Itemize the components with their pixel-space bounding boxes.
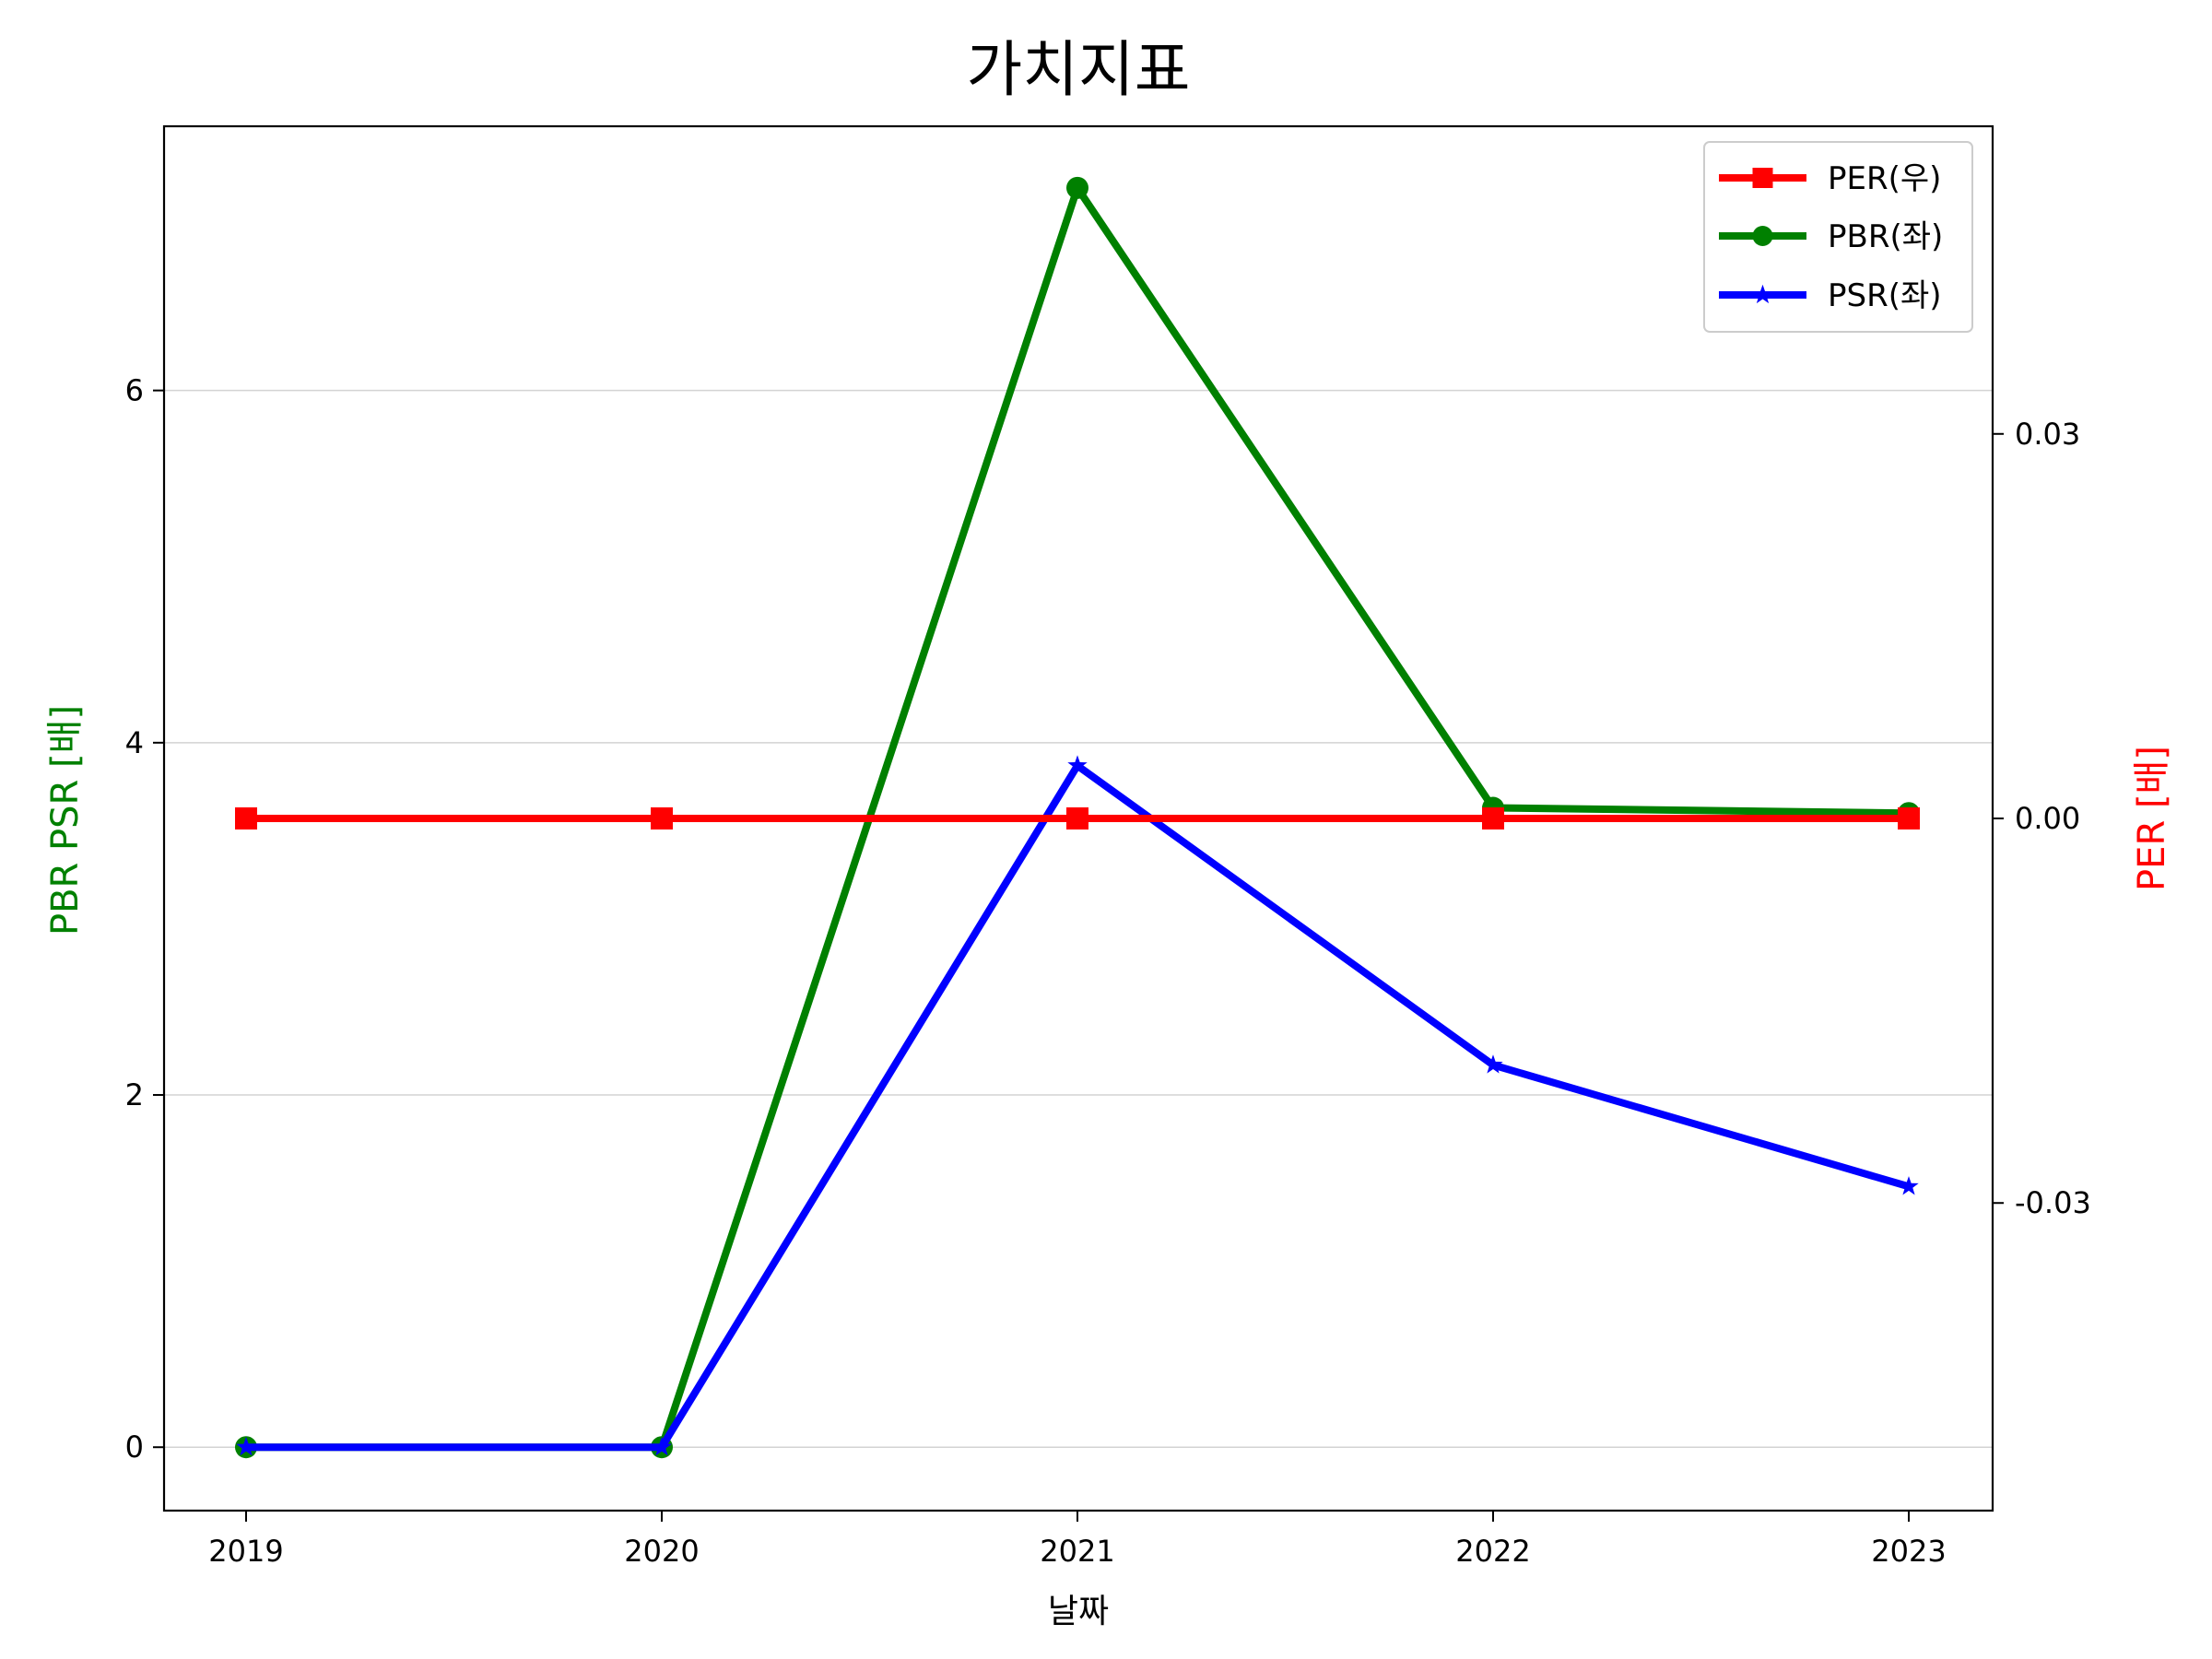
legend-frame <box>1703 141 1973 333</box>
data-point-PSR(좌)-2023 <box>1899 1176 1919 1195</box>
legend-item-PER(우): PER(우) <box>1719 160 1941 197</box>
series-PSR(좌) <box>236 755 1919 1456</box>
series-line-PSR(좌) <box>246 761 1911 1452</box>
x-tick-label-2022: 2022 <box>1455 1534 1530 1569</box>
data-point-PER(우)-2023 <box>1898 807 1920 830</box>
data-point-PER(우)-2019 <box>235 807 257 830</box>
y-right-tick-label-1: 0.00 <box>2015 801 2080 836</box>
y-axis-right-title: PER [배] <box>2131 746 2173 891</box>
x-tick-label-2021: 2021 <box>1040 1534 1114 1569</box>
legend-label-PBR(좌): PBR(좌) <box>1828 218 1943 255</box>
y-left-tick-label-3: 6 <box>125 373 144 408</box>
legend-marker-PER(우) <box>1752 168 1773 188</box>
chart-title: 가치지표 <box>967 34 1191 105</box>
y-left-tick-label-0: 0 <box>125 1430 144 1465</box>
legend-marker-PBR(좌) <box>1752 226 1773 246</box>
legend: PER(우) PBR(좌) PSR(좌) <box>1703 141 1973 333</box>
legend-item-PSR(좌): PSR(좌) <box>1719 277 1942 314</box>
gridlines <box>164 389 1993 1448</box>
series-layer <box>235 176 1920 1459</box>
legend-marker-PSR(좌) <box>1752 284 1773 304</box>
x-tick-label-2020: 2020 <box>624 1534 699 1569</box>
legend-item-PBR(좌): PBR(좌) <box>1719 218 1943 255</box>
y-right-tick-label-2: 0.03 <box>2015 417 2080 452</box>
x-axis-title: 날짜 <box>1048 1593 1109 1630</box>
y-axis-left-title: PBR PSR [배] <box>44 705 87 935</box>
data-point-PSR(좌)-2021 <box>1067 755 1088 774</box>
x-tick-label-2019: 2019 <box>208 1534 283 1569</box>
x-tick-label-2023: 2023 <box>1871 1534 1946 1569</box>
y-left-tick-label-1: 2 <box>125 1077 144 1112</box>
legend-label-PSR(좌): PSR(좌) <box>1828 277 1942 314</box>
data-point-PER(우)-2021 <box>1066 807 1088 830</box>
data-point-PSR(좌)-2022 <box>1483 1054 1503 1074</box>
data-point-PSR(좌)-2020 <box>652 1436 672 1456</box>
axis-ticks: 2019 2020 2021 2022 2023 0 2 4 6 -0.03 0.00 0.03 <box>125 373 2091 1569</box>
series-PER(우) <box>235 807 1920 830</box>
y-right-tick-label-0: -0.03 <box>2015 1185 2091 1220</box>
legend-label-PER(우): PER(우) <box>1828 160 1941 197</box>
data-point-PER(우)-2022 <box>1482 807 1504 830</box>
data-point-PSR(좌)-2019 <box>236 1436 256 1456</box>
y-left-tick-label-2: 4 <box>125 725 144 760</box>
data-point-PBR(좌)-2021 <box>1066 176 1088 199</box>
data-point-PER(우)-2020 <box>651 807 673 830</box>
